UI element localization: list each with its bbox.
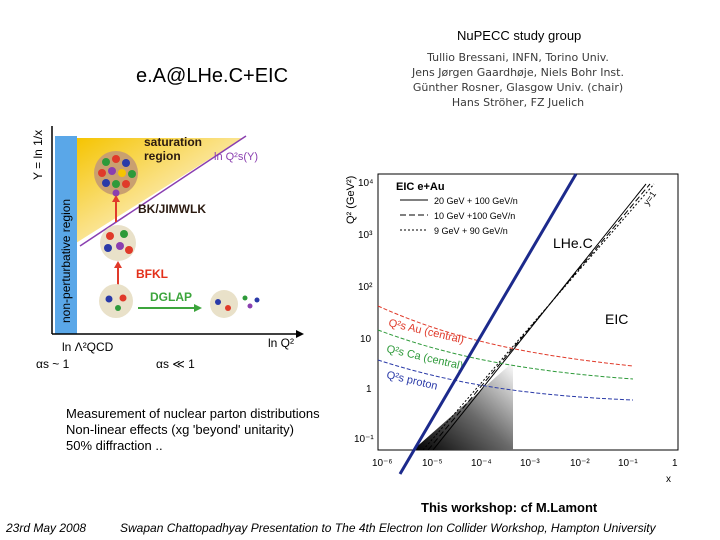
x-tick-label: 10⁻³ xyxy=(520,458,540,469)
qs-au-curve xyxy=(377,305,634,367)
y-axis-label: Q² (GeV²) xyxy=(345,176,357,224)
slide-title: e.A@LHe.C+EIC xyxy=(136,65,289,87)
qs-proton-curve xyxy=(377,359,634,401)
legend-entry: 20 GeV + 100 GeV/n xyxy=(434,196,518,206)
alpha-s-weak-label: αs ≪ 1 xyxy=(156,357,195,371)
x-axis-arrow xyxy=(296,330,304,338)
arrowhead xyxy=(112,195,120,202)
x-tick-label: 10⁻¹ xyxy=(618,458,638,469)
gluon-dots xyxy=(98,155,136,197)
x-tick-label: 1 xyxy=(672,458,678,469)
lambda-qcd-label: ln Λ²QCD xyxy=(62,340,114,354)
qs-proton-label: Q²s proton xyxy=(385,369,438,392)
gluon-dots xyxy=(104,230,133,254)
gluon-dots xyxy=(105,294,127,311)
y-tick-label: 1 xyxy=(366,384,372,395)
key-points: Measurement of nuclear parton distributi… xyxy=(66,406,320,454)
x-tick-label: 10⁻⁵ xyxy=(422,458,443,469)
qs-ca-curve xyxy=(377,329,634,380)
workshop-note: This workshop: cf M.Lamont xyxy=(421,500,598,515)
qs-line xyxy=(79,135,247,247)
gluon-dots xyxy=(215,295,260,311)
eic-label: EIC xyxy=(605,311,628,327)
arrowhead xyxy=(194,304,202,312)
footer-presenter: Swapan Chattopadhyay Presentation to The… xyxy=(120,521,656,535)
legend-entry: 9 GeV + 90 GeV/n xyxy=(434,226,508,236)
y-tick-label: 10⁴ xyxy=(358,178,373,189)
dilute-nucleus xyxy=(99,284,133,318)
member-name: Günther Rosner, Glasgow Univ. (chair) xyxy=(412,81,624,94)
y-tick-label: 10⁻¹ xyxy=(354,434,374,445)
kinematic-limit-shading xyxy=(413,362,513,450)
lhec-boundary-line xyxy=(398,173,578,475)
small-nucleus xyxy=(210,290,238,318)
qs-label: ln Q²s(Y) xyxy=(214,151,258,163)
y-tick-label: 10 xyxy=(360,334,372,345)
saturation-label-2: region xyxy=(144,149,181,163)
dglap-label: DGLAP xyxy=(150,290,192,304)
x-tick-label: 10⁻² xyxy=(570,458,590,469)
saturation-label-1: saturation xyxy=(144,135,202,149)
member-name: Jens Jørgen Gaardhøje, Niels Bohr Inst. xyxy=(412,66,624,79)
study-group-members: Tullio Bressani, INFN, Torino Univ. Jens… xyxy=(398,50,638,110)
qs-au-label: Q²s Au (central) xyxy=(387,317,465,346)
non-perturbative-band xyxy=(55,136,77,334)
arrowhead xyxy=(114,261,122,268)
x-tick-label: 10⁻⁴ xyxy=(471,458,492,469)
key-point: Measurement of nuclear parton distributi… xyxy=(66,406,320,421)
eic-kinematic-plot: y=1 Q²s Au (central) Q²s Ca (central) Q²… xyxy=(345,173,679,485)
footer-date: 23rd May 2008 xyxy=(6,521,87,535)
bk-jimwlk-label: BK/JIMWLK xyxy=(138,202,206,216)
member-name: Hans Ströher, FZ Juelich xyxy=(451,96,585,109)
bfkl-label: BFKL xyxy=(136,267,168,281)
study-group-label: NuPECC study group xyxy=(457,28,582,43)
y-tick-label: 10³ xyxy=(358,230,373,241)
non-perturbative-label: non-perturbative region xyxy=(59,199,73,323)
saturation-diagram: non-perturbative region Y = ln 1/x satur… xyxy=(31,126,304,371)
key-point: 50% diffraction .. xyxy=(66,438,163,453)
alpha-s-strong-label: αs ~ 1 xyxy=(36,357,70,371)
key-point: Non-linear effects (xg 'beyond' unitarit… xyxy=(66,422,295,437)
member-name: Tullio Bressani, INFN, Torino Univ. xyxy=(427,51,609,64)
y-axis-label: Y = ln 1/x xyxy=(31,130,45,180)
lhec-label: LHe.C xyxy=(553,235,593,251)
legend-entry: 10 GeV +100 GeV/n xyxy=(434,211,515,221)
plot-frame xyxy=(377,173,679,451)
kinematic-limit-dotted xyxy=(422,183,655,451)
x-axis-label: x xyxy=(666,474,671,485)
y-tick-label: 10² xyxy=(358,282,373,293)
qs-ca-label: Q²s Ca (central) xyxy=(385,343,464,372)
x-tick-label: 10⁻⁶ xyxy=(372,458,393,469)
x-axis-label: ln Q² xyxy=(268,336,294,350)
legend-title: EIC e+Au xyxy=(396,181,445,193)
